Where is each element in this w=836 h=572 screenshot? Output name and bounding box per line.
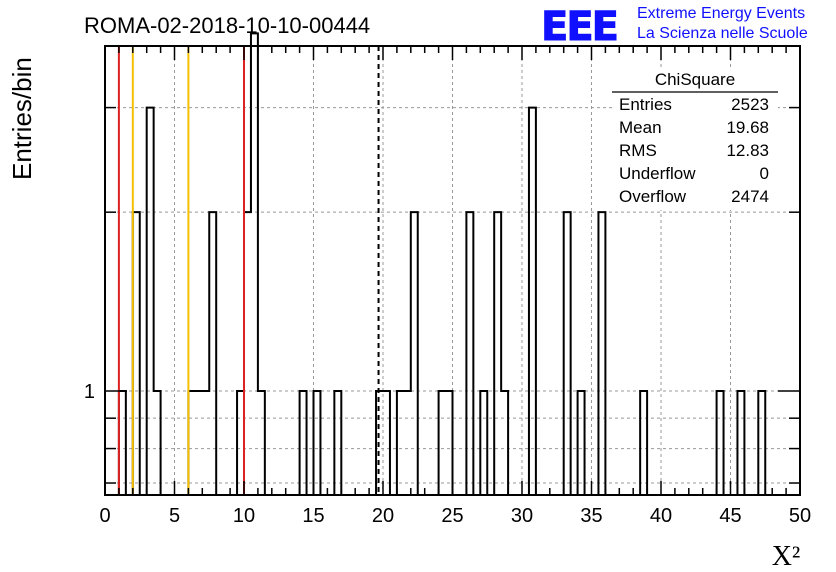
histogram-bin <box>300 391 307 495</box>
histogram-bin <box>564 212 571 495</box>
histogram-bin <box>598 212 605 495</box>
x-tick-label: 20 <box>372 505 394 527</box>
stats-row-value: 2474 <box>731 187 769 206</box>
histogram-bin <box>397 391 404 495</box>
stats-row-label: RMS <box>619 141 657 160</box>
y-axis-label: Entries/bin <box>7 57 37 180</box>
chart-title: ROMA-02-2018-10-10-00444 <box>84 13 370 38</box>
stats-row-value: 2523 <box>731 95 769 114</box>
histogram-bin <box>244 212 251 495</box>
x-tick-label: 30 <box>511 505 533 527</box>
stats-row-value: 19.68 <box>726 118 769 137</box>
x-tick-label: 35 <box>580 505 602 527</box>
histogram-bin <box>446 391 453 495</box>
stats-title: ChiSquare <box>655 70 735 89</box>
histogram-bin <box>202 391 209 495</box>
histogram-bin <box>147 108 154 495</box>
eee-logo: EEE Extreme Energy Events La Scienza nel… <box>541 4 808 51</box>
x-tick-label: 45 <box>719 505 741 527</box>
x-tick-label: 5 <box>169 505 180 527</box>
histogram-bin <box>195 391 202 495</box>
eee-logo-mark: EEE <box>541 4 617 50</box>
histogram-bin <box>188 391 195 495</box>
axes: 0 5 10 15 20 25 30 35 40 45 50 1 <box>84 45 811 527</box>
stats-row-value: 0 <box>760 164 769 183</box>
histogram-bin <box>209 212 216 495</box>
y-tick-label: 1 <box>84 381 95 403</box>
x-tick-label: 10 <box>233 505 255 527</box>
grid-lines <box>105 46 800 495</box>
histogram-bin <box>258 391 265 495</box>
stats-row-label: Overflow <box>619 187 687 206</box>
histogram-bin <box>404 391 411 495</box>
stats-box: ChiSquare Entries 2523 Mean 19.68 RMS 12.83 Un… <box>612 68 778 210</box>
x-tick-label: 0 <box>99 505 110 527</box>
x-tick-label: 15 <box>302 505 324 527</box>
stats-rows: Entries 2523 Mean 19.68 RMS 12.83 Underflow 0 Ov… <box>619 95 769 206</box>
histogram-bin <box>383 391 390 495</box>
histogram-bin <box>529 108 536 495</box>
x-tick-label: 40 <box>650 505 672 527</box>
histogram-bin <box>578 391 585 495</box>
histogram-bin <box>154 391 161 495</box>
histogram-bin <box>480 391 487 495</box>
histogram-bin <box>640 391 647 495</box>
x-axis-label: X² <box>772 541 801 572</box>
histogram-bin <box>758 391 765 495</box>
reference-lines <box>117 46 380 495</box>
histogram-bin <box>334 391 341 495</box>
histogram-bin <box>133 212 140 495</box>
histogram-bin <box>119 391 126 495</box>
histogram-bin <box>411 212 418 495</box>
histogram-bin <box>501 391 508 495</box>
histogram-bin <box>717 391 724 495</box>
histogram-bin <box>439 391 446 495</box>
histogram-bin <box>314 391 321 495</box>
stats-row-label: Underflow <box>619 164 696 183</box>
x-tick-label: 25 <box>441 505 463 527</box>
histogram-bin <box>494 212 501 495</box>
stats-row-value: 12.83 <box>726 141 769 160</box>
eee-logo-line1: Extreme Energy Events <box>637 5 805 22</box>
x-tick-label: 50 <box>789 505 811 527</box>
histogram-bin <box>466 212 473 495</box>
eee-logo-line2: La Scienza nelle Scuole <box>637 25 808 42</box>
histogram-bin <box>737 391 744 495</box>
histogram-bin <box>251 33 258 495</box>
stats-row-label: Entries <box>619 95 672 114</box>
histogram-bin <box>237 391 244 495</box>
stats-row-label: Mean <box>619 118 662 137</box>
